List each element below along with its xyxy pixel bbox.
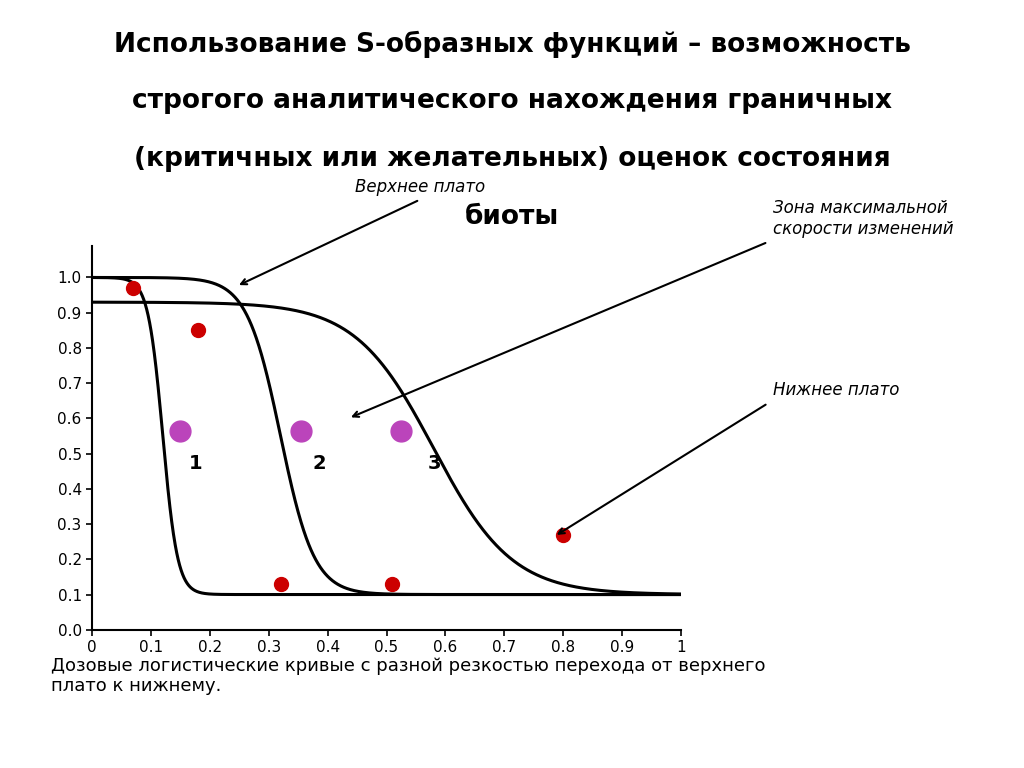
- Text: Верхнее плато: Верхнее плато: [354, 178, 485, 196]
- Text: биоты: биоты: [465, 204, 559, 230]
- Text: 3: 3: [428, 454, 441, 472]
- Text: Дозовые логистические кривые с разной резкостью перехода от верхнего
плато к ниж: Дозовые логистические кривые с разной ре…: [51, 657, 766, 696]
- Text: Зона максимальной
скорости изменений: Зона максимальной скорости изменений: [773, 199, 953, 238]
- Text: Использование S-образных функций – возможность: Использование S-образных функций – возмо…: [114, 31, 910, 58]
- Text: 2: 2: [313, 454, 327, 472]
- Text: строгого аналитического нахождения граничных: строгого аналитического нахождения грани…: [132, 88, 892, 114]
- Text: Нижнее плато: Нижнее плато: [773, 382, 899, 399]
- Text: 1: 1: [189, 454, 203, 472]
- Text: (критичных или желательных) оценок состояния: (критичных или желательных) оценок состо…: [134, 146, 890, 172]
